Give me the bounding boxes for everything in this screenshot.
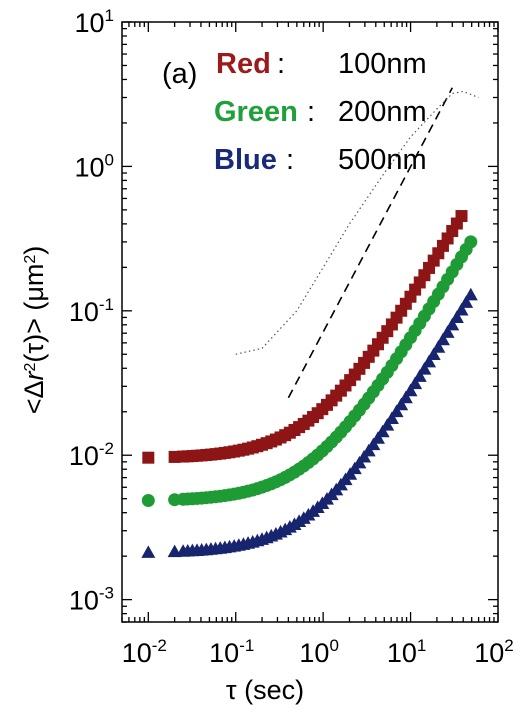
blue-triangle-point <box>375 424 390 438</box>
y-title-post: (τ)> (μm <box>19 264 49 363</box>
y-title-sup: 2 <box>22 362 39 371</box>
red-square-point <box>142 451 155 464</box>
x-tick-label: 101 <box>387 636 427 668</box>
blue-triangle-point <box>389 404 404 418</box>
y-tick-label: 10-1 <box>69 295 114 327</box>
legend-size-red: 100nm <box>338 48 427 80</box>
y-title-end: ) <box>19 246 49 255</box>
blue-triangle-point <box>435 332 450 346</box>
blue-triangle-point <box>422 354 437 368</box>
blue-triangle-point <box>449 310 464 323</box>
y-tick-label: 10-3 <box>69 584 114 616</box>
blue-triangle-point <box>141 545 156 558</box>
blue-triangle-point <box>408 376 423 390</box>
data-series <box>141 210 478 558</box>
y-title-sup2: 2 <box>22 255 39 264</box>
legend-name-green: Green <box>214 96 298 128</box>
green-circle-point <box>464 235 478 249</box>
blue-triangle-point <box>403 383 418 397</box>
dotted-reference-line <box>235 90 479 355</box>
blue-triangle-point <box>431 340 446 353</box>
y-title-var: r <box>19 370 49 380</box>
x-tick-label: 10-1 <box>209 636 254 668</box>
panel-label: (a) <box>162 58 197 90</box>
dashed-reference-line <box>287 87 454 399</box>
series-red <box>142 210 468 464</box>
blue-triangle-point <box>417 362 432 375</box>
legend-colon-blue: : <box>286 144 294 176</box>
legend-name-red: Red <box>216 48 271 80</box>
y-title-pre: <Δ <box>19 380 49 414</box>
blue-triangle-point <box>426 347 441 361</box>
legend-size-green: 200nm <box>338 96 427 128</box>
legend: Red : 100nm Green : 200nm Blue : 500nm <box>214 48 427 176</box>
y-tick-label: 101 <box>74 6 114 38</box>
legend-colon-green: : <box>307 96 315 128</box>
blue-triangle-point <box>440 325 455 338</box>
x-axis-title: τ (sec) <box>226 675 304 705</box>
x-tick-label: 10-2 <box>122 636 167 668</box>
blue-triangle-point <box>384 411 399 424</box>
blue-triangle-point <box>459 295 474 308</box>
y-tick-label: 10-2 <box>69 439 114 471</box>
series-blue <box>141 287 478 558</box>
legend-size-blue: 500nm <box>338 144 427 176</box>
axis-ticks <box>121 21 499 623</box>
series-green <box>141 235 478 507</box>
legend-colon-red: : <box>277 48 285 80</box>
y-tick-label: 100 <box>74 150 114 182</box>
green-circle-point <box>141 493 155 507</box>
y-axis-title: <Δr2(τ)> (μm2) <box>19 246 49 415</box>
blue-triangle-point <box>394 397 409 411</box>
reference-lines <box>235 87 479 399</box>
blue-triangle-point <box>370 431 385 444</box>
blue-triangle-point <box>454 302 469 316</box>
blue-triangle-point <box>398 390 413 404</box>
red-square-point <box>455 210 468 223</box>
legend-name-blue: Blue <box>214 144 277 176</box>
blue-triangle-point <box>445 317 460 331</box>
blue-triangle-point <box>463 287 478 301</box>
blue-triangle-point <box>380 418 395 431</box>
blue-triangle-point <box>412 369 427 382</box>
x-tick-label: 100 <box>299 636 339 668</box>
x-tick-label: 102 <box>474 636 514 668</box>
blue-triangle-point <box>366 437 381 451</box>
